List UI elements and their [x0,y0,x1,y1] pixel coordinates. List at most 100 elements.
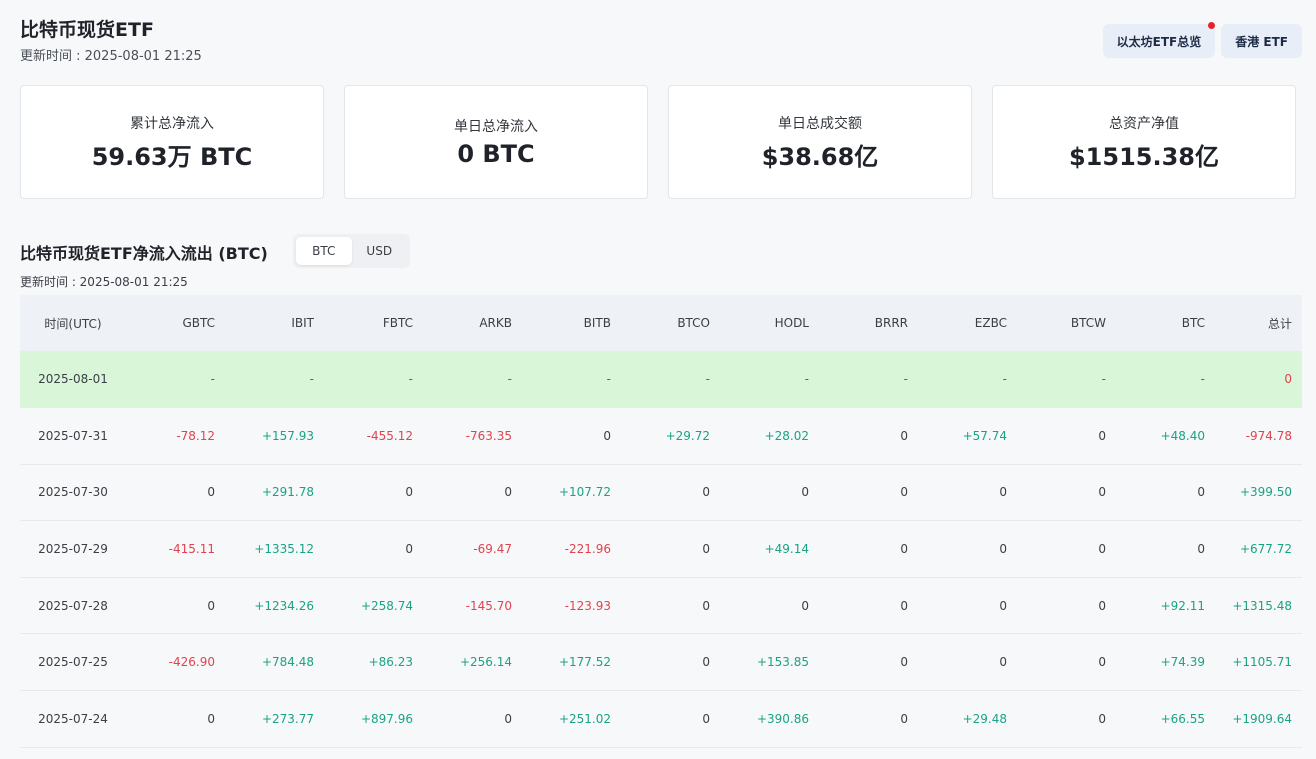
cell-value: 0 [702,542,710,557]
column-header: IBIT [291,316,314,330]
cell-value: 0 [207,711,215,726]
cell-value: 0 [1098,711,1106,726]
cell-value: +48.40 [1160,428,1205,443]
table-row: 2025-08-01 - - - - - - - - - - - 0 [20,351,1302,408]
etf-flows-table: 时间(UTC) GBTC IBIT FBTC ARKB BITB BTCO HODL BRRR E… [20,295,1302,748]
cell-value: 0 [900,598,908,613]
cell-value: +1335.12 [254,542,314,557]
cell-date: 2025-07-31 [38,428,108,443]
cell-value: +273.77 [261,711,314,726]
cell-value: 0 [702,655,710,670]
table-row: 2025-07-30 0 +291.78 0 0 +107.72 0 0 0 0 0 0 +399.50 [20,464,1302,521]
cell-value: 0 [900,485,908,500]
cell-value: 0 [504,485,512,500]
cell-value: +57.74 [962,428,1007,443]
stat-card-daily-inflow: 单日总净流入 0 BTC [344,85,648,199]
cell-value: +86.23 [368,655,413,670]
cell-value: 0 [504,711,512,726]
cell-value: +74.39 [1160,655,1205,670]
stat-cards: 累计总净流入 59.63万 BTC 单日总净流入 0 BTC 单日总成交额 $3… [20,85,1296,199]
cell-value: - [408,372,413,387]
cell-value: +92.11 [1160,598,1205,613]
cell-value: +390.86 [756,711,809,726]
stat-card-net-assets: 总资产净值 $1515.38亿 [992,85,1296,199]
update-time: 更新时间 : 2025-08-01 21:25 [20,49,202,64]
column-header: 总计 [1267,316,1292,331]
table-row: 2025-07-31 -78.12 +157.93 -455.12 -763.35 0 +2… [20,407,1302,465]
cell-value: -455.12 [366,428,413,443]
column-header: ARKB [479,316,512,330]
cell-value: 0 [603,428,611,443]
cell-value: +897.96 [360,711,413,726]
table-row: 2025-07-25 -426.90 +784.48 +86.23 +256.14 +17… [20,633,1302,691]
cell-value: +157.93 [261,428,314,443]
cell-value: -763.35 [465,428,512,443]
cell-value: 0 [1098,598,1106,613]
top-nav: 以太坊ETF总览 香港 ETF [1102,22,1302,58]
cell-value: +784.48 [261,655,314,670]
eth-etf-overview-button[interactable]: 以太坊ETF总览 [1102,22,1216,58]
column-header: BTC [1181,316,1205,330]
column-header: GBTC [182,316,215,330]
cell-value: +258.74 [360,598,413,613]
cell-value: +107.72 [558,485,611,500]
stat-value: $1515.38亿 [1068,142,1219,171]
cell-value: +49.14 [764,542,809,557]
cell-value: 0 [1284,372,1292,387]
unit-usd-option[interactable]: USD [366,244,393,258]
cell-value: 0 [999,655,1007,670]
hk-etf-label: 香港 ETF [1235,34,1288,49]
cell-value: -78.12 [176,428,215,443]
cell-value: -145.70 [465,598,512,613]
eth-etf-overview-label: 以太坊ETF总览 [1116,34,1202,49]
stat-value: 0 BTC [457,140,535,168]
column-header: BTCW [1070,316,1106,330]
table-header-row: 时间(UTC) GBTC IBIT FBTC ARKB BITB BTCO HODL BRRR E… [20,295,1302,351]
hk-etf-button[interactable]: 香港 ETF [1221,24,1302,58]
stat-card-cumulative-inflow: 累计总净流入 59.63万 BTC [20,85,324,199]
cell-date: 2025-07-25 [38,655,108,670]
cell-value: - [1002,372,1007,387]
stat-card-daily-volume: 单日总成交额 $38.68亿 [668,85,972,199]
column-header: EZBC [974,316,1007,330]
stat-label: 总资产净值 [1109,115,1179,132]
cell-value: -426.90 [168,655,215,670]
cell-value: 0 [207,598,215,613]
cell-value: - [1101,372,1106,387]
column-header: BRRR [874,316,908,330]
cell-value: 0 [900,655,908,670]
table-row: 2025-07-28 0 +1234.26 +258.74 -145.70 -123.93… [20,577,1302,634]
cell-value: +677.72 [1239,542,1292,557]
cell-value: 0 [999,598,1007,613]
cell-value: 0 [702,485,710,500]
cell-value: 0 [405,542,413,557]
unit-toggle: BTC USD [293,234,410,268]
column-header-date: 时间(UTC) [44,316,102,331]
cell-value: 0 [1098,428,1106,443]
cell-value: 0 [702,711,710,726]
table-row: 2025-07-29 -415.11 +1335.12 0 -69.47 -221.96 0… [20,520,1302,578]
cell-value: +1234.26 [254,598,314,613]
cell-value: 0 [801,598,809,613]
cell-value: -415.11 [168,542,215,557]
stat-label: 单日总净流入 [454,119,538,135]
cell-date: 2025-07-24 [38,711,108,726]
column-header: BITB [583,316,611,330]
cell-value: 0 [900,428,908,443]
cell-value: 0 [900,711,908,726]
cell-value: 0 [1197,485,1205,500]
cell-date: 2025-07-28 [38,598,108,613]
stat-value: $38.68亿 [761,142,879,171]
cell-value: +251.02 [558,711,611,726]
cell-value: -123.93 [564,598,611,613]
cell-value: -221.96 [564,542,611,557]
cell-value: - [1200,372,1205,387]
cell-date: 2025-08-01 [38,372,108,387]
cell-date: 2025-07-30 [38,485,108,500]
page-header: 比特币现货ETF 更新时间 : 2025-08-01 21:25 [20,18,202,64]
cell-value: -974.78 [1245,428,1292,443]
cell-value: +1315.48 [1232,598,1292,613]
cell-value: +29.48 [962,711,1007,726]
unit-btc-option[interactable]: BTC [296,237,352,265]
column-header: BTCO [677,316,710,330]
